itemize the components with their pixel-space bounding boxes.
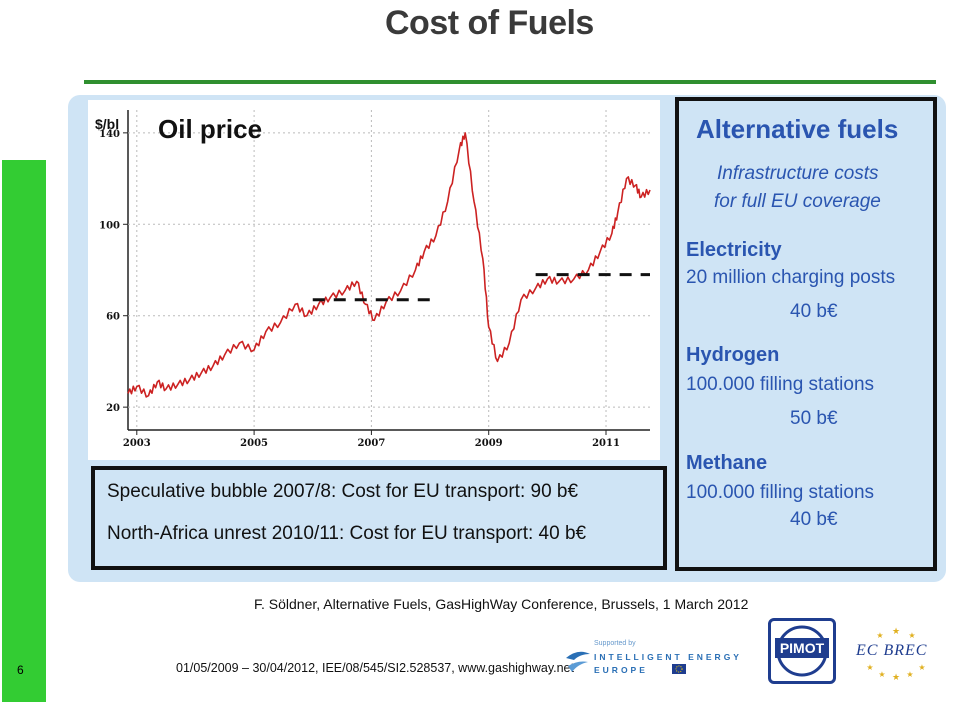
oil-price-series-line	[127, 132, 651, 398]
x-tick-label: 2005	[240, 438, 268, 449]
star-ring-icon: ★ ★ ★ ★ ★ ★ ★ ★	[866, 627, 925, 683]
side-accent-bar	[2, 160, 46, 702]
fuel-hydrogen-desc: 100.000 filling stations	[686, 374, 875, 395]
alternative-sub-1: Infrastructure costs	[717, 163, 879, 184]
iee-line-2: EUROPE	[594, 665, 648, 675]
svg-text:★: ★	[866, 663, 873, 672]
chart-background	[88, 100, 660, 460]
fuel-methane-name: Methane	[686, 452, 768, 474]
svg-text:★: ★	[908, 631, 915, 640]
fuel-hydrogen-cost: 50 b€	[790, 408, 838, 429]
y-axis-unit: $/bl	[95, 116, 120, 132]
fuel-electricity-desc: 20 million charging posts	[686, 267, 896, 288]
svg-text:★: ★	[906, 670, 913, 679]
svg-text:★: ★	[918, 663, 925, 672]
y-tick-label: 140	[99, 129, 120, 140]
source-citation: F. Söldner, Alternative Fuels, GasHighWa…	[254, 596, 749, 612]
footer-project-info: 01/05/2009 – 30/04/2012, IEE/08/545/SI2.…	[176, 661, 574, 675]
iee-supported-text: Supported by	[594, 640, 636, 647]
y-tick-label: 100	[99, 220, 120, 231]
swirl-icon	[566, 651, 590, 672]
eu-flag-icon	[672, 664, 686, 674]
bubble-cost-box: Speculative bubble 2007/8: Cost for EU t…	[91, 466, 667, 570]
x-tick-label: 2009	[475, 438, 503, 449]
bubble-line-1: Speculative bubble 2007/8: Cost for EU t…	[107, 481, 579, 502]
y-tick-label: 60	[106, 312, 120, 323]
fuel-electricity-cost: 40 b€	[790, 301, 838, 322]
bubble-line-2: North-Africa unrest 2010/11: Cost for EU…	[107, 523, 587, 544]
x-tick-label: 2007	[357, 438, 385, 449]
ecbrec-logo: ★ ★ ★ ★ ★ ★ ★ ★ EC BREC	[852, 622, 940, 684]
alternative-sub-2: for full EU coverage	[714, 191, 881, 212]
ecbrec-text: EC BREC	[856, 642, 928, 659]
oil-price-chart: 140 100 60 20 2003 2005 2007 2009 2011	[99, 110, 651, 449]
y-tick-label: 20	[106, 403, 120, 414]
alternative-fuels-heading: Alternative fuels	[696, 114, 899, 144]
x-tick-label: 2003	[123, 438, 151, 449]
fuel-hydrogen-name: Hydrogen	[686, 344, 780, 366]
pimot-logo: PIMOT	[768, 618, 836, 684]
alternative-fuels-box	[675, 97, 937, 571]
pimot-text: PIMOT	[775, 638, 829, 658]
fuel-electricity-name: Electricity	[686, 239, 782, 261]
fuel-methane-cost: 40 b€	[790, 509, 838, 530]
page-number: 6	[17, 663, 24, 677]
x-tick-label: 2011	[592, 438, 620, 449]
svg-text:★: ★	[892, 673, 900, 683]
iee-logo: Supported by INTELLIGENT ENERGY EUROPE	[564, 640, 754, 680]
title-divider	[84, 80, 936, 84]
svg-text:★: ★	[892, 627, 900, 637]
svg-text:★: ★	[876, 631, 883, 640]
fuel-methane-desc: 100.000 filling stations	[686, 482, 875, 503]
iee-line-1: INTELLIGENT ENERGY	[594, 652, 742, 662]
chart-title: Oil price	[158, 114, 263, 144]
svg-text:★: ★	[878, 670, 885, 679]
slide-title: Cost of Fuels	[385, 4, 594, 42]
